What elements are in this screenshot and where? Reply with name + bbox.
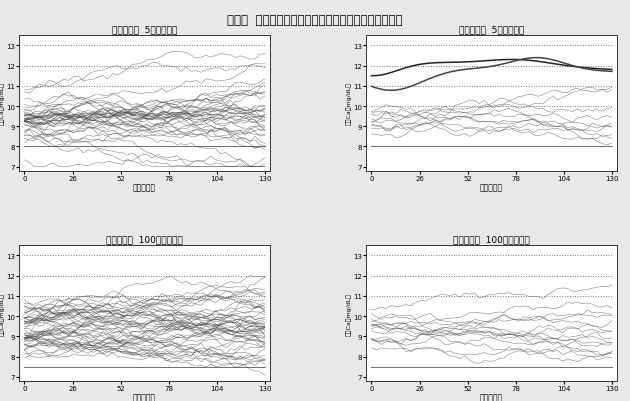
X-axis label: 時間（週）: 時間（週） (133, 183, 156, 192)
X-axis label: 時間（週）: 時間（週） (480, 183, 503, 192)
Title: 低リスク者  100単位投与群: 低リスク者 100単位投与群 (454, 235, 530, 243)
X-axis label: 時間（週）: 時間（週） (133, 393, 156, 401)
Y-axis label: 血清Ca（mg/dL）: 血清Ca（mg/dL） (0, 292, 4, 335)
Text: 図－１  リスク別、投与群別、血清カルシウム濃度推移: 図－１ リスク別、投与群別、血清カルシウム濃度推移 (227, 14, 403, 27)
Y-axis label: 血清Ca（mg/dL）: 血清Ca（mg/dL） (346, 82, 352, 125)
Title: 高リスク者  100単位投与群: 高リスク者 100単位投与群 (106, 235, 183, 243)
Y-axis label: 血清Ca（mg/dL）: 血清Ca（mg/dL） (0, 82, 4, 125)
Title: 高リスク者  5単位投与群: 高リスク者 5単位投与群 (112, 25, 177, 34)
Title: 低リスク者  5単位投与群: 低リスク者 5単位投与群 (459, 25, 524, 34)
Y-axis label: 血清Ca（mg/dL）: 血清Ca（mg/dL） (346, 292, 352, 335)
X-axis label: 時間（週）: 時間（週） (480, 393, 503, 401)
